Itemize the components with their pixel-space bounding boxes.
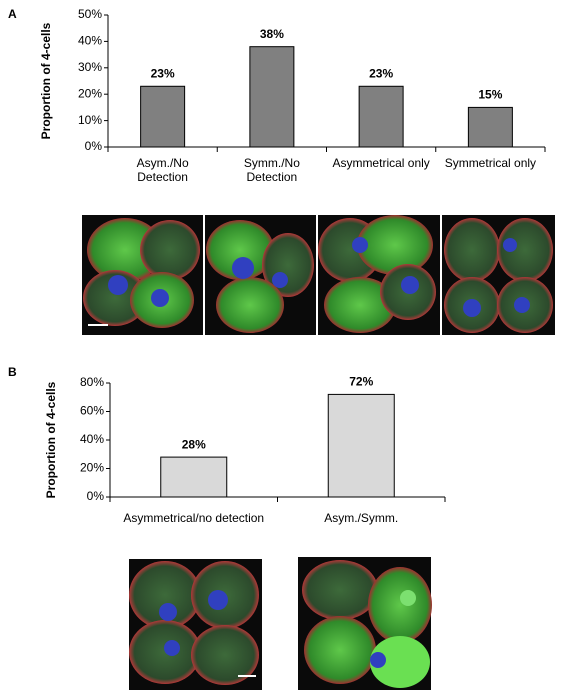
y-axis-label: Proportion of 4-cells [44, 381, 58, 498]
y-axis-label: Proportion of 4-cells [39, 22, 53, 139]
value-label: 28% [182, 437, 206, 451]
y-tick-label: 10% [78, 113, 102, 127]
value-label: 23% [369, 66, 393, 80]
y-tick-label: 20% [80, 461, 104, 475]
micrographs [82, 215, 555, 690]
bar [358, 85, 404, 148]
value-label: 72% [349, 375, 373, 389]
y-tick-label: 20% [78, 86, 102, 100]
panel-label: B [8, 365, 17, 379]
x-tick-label: Symmetrical only [444, 156, 537, 170]
x-tick-label: Asymmetrical/no detection [123, 511, 265, 525]
bar [467, 106, 513, 148]
bar [140, 85, 186, 148]
x-tick-label: Symm./No Detection [243, 156, 300, 184]
x-tick-label: Asym./Symm. [324, 511, 399, 525]
y-tick-label: 0% [87, 489, 105, 503]
bar [327, 393, 395, 498]
x-tick-label: Asymmetrical only [332, 156, 430, 170]
y-tick-label: 30% [78, 60, 102, 74]
bar [160, 456, 228, 498]
y-tick-label: 0% [85, 139, 103, 153]
value-label: 23% [151, 66, 175, 80]
y-tick-label: 40% [78, 34, 102, 48]
y-tick-label: 40% [80, 432, 104, 446]
x-tick-label: Asym./No Detection [136, 156, 189, 184]
value-label: 38% [260, 27, 284, 41]
panel-label: A [8, 7, 17, 21]
bar [249, 46, 295, 148]
y-tick-label: 60% [80, 404, 104, 418]
value-label: 15% [478, 88, 502, 102]
y-tick-label: 80% [80, 375, 104, 389]
y-tick-label: 50% [78, 7, 102, 21]
